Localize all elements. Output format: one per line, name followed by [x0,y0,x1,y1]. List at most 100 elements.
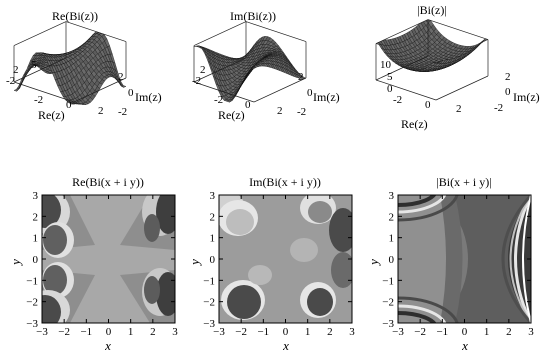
bounding-box-edge [253,77,307,103]
x-tick-label: 1 [128,326,134,338]
bounding-box-edge [193,81,255,103]
y-tick-label: −1 [26,275,38,287]
y-axis-label: y [366,259,381,267]
contour-title: Im(Bi(x + i y)) [249,175,321,189]
surface-plot-abs: |Bi(z)| 10 5 0 -2 0 2 2 0 -2 Re(z) Im(z) [375,3,540,131]
surface-plot-re: Re(Bi(z)) 2 -2 5 -2 0 2 2 0 -2 Re(z) Im(… [6,9,162,122]
y-tick-label: 3 [33,190,39,202]
y-axis-label: Im(z) [313,90,340,104]
bounding-box-edge [427,19,489,40]
x-tick-label: 0 [425,99,431,111]
surface-title: Re(Bi(z)) [52,9,98,23]
contour-plot-abs: |Bi(x + i y)| −3 −2 −1 0 1 2 3 3 2 1 0 −1 −2 −3 x [366,175,534,353]
x-axis-label: Re(z) [401,117,428,131]
x-tick-label: −1 [257,326,269,338]
contour-title: |Bi(x + i y)| [436,175,491,189]
x-axis-label: x [104,338,111,353]
z-tick-label: 5 [31,59,37,71]
y-tick-label: 2 [389,211,395,223]
z-tick-label: 10 [380,59,392,71]
surface-title: |Bi(z)| [417,3,446,17]
contour-axes: −3 −2 −1 0 1 2 3 3 2 1 0 −1 −2 −3 [203,190,355,338]
surface-face [71,103,77,105]
z-tick-label: -2 [192,75,201,87]
contour-regions [42,195,175,323]
surface-mesh [13,21,127,105]
x-tick-label: 2 [456,103,462,115]
surface-face [433,62,439,64]
x-tick-label: 0 [66,99,72,111]
x-tick-label: -2 [214,94,223,106]
bounding-box-edge [13,21,67,46]
y-tick-label: 3 [210,190,216,202]
y-tick-label: 2 [118,71,124,83]
x-tick-label: 3 [172,326,178,338]
x-axis-label: Re(z) [218,108,245,122]
z-tick-label: -2 [6,75,15,87]
y-axis-label: y [8,259,23,267]
x-tick-label: 0 [106,326,112,338]
x-tick-label: 3 [349,326,355,338]
y-tick-label: −2 [203,297,215,309]
bounding-box-edge [375,19,429,44]
x-tick-label: −3 [213,326,225,338]
bounding-box-edge [375,79,437,101]
bounding-box-edge [375,55,429,81]
surface-title: Im(Bi(z)) [230,9,276,23]
bounding-box-edge [245,21,307,42]
y-tick-label: 2 [298,71,304,83]
x-tick-label: 2 [150,326,156,338]
y-tick-label: -2 [297,106,306,118]
y-tick-label: -2 [494,102,503,114]
y-tick-label: 0 [210,254,216,266]
x-tick-label: −3 [36,326,48,338]
y-tick-label: 0 [33,254,39,266]
x-tick-label: −3 [392,326,404,338]
x-tick-label: 1 [305,326,311,338]
x-tick-label: 3 [528,326,534,338]
y-tick-label: −3 [382,318,394,330]
bounding-box-edge [435,75,489,101]
surface-mesh [375,19,489,101]
x-tick-label: -2 [393,94,402,106]
x-tick-label: 0 [283,326,289,338]
z-tick-label: 0 [387,83,393,95]
x-axis-label: x [282,338,289,353]
y-tick-label: 2 [33,211,39,223]
x-tick-label: 2 [327,326,333,338]
x-tick-label: −2 [58,326,70,338]
x-tick-label: −2 [235,326,247,338]
y-tick-label: 0 [128,87,134,99]
bounding-box-edge [73,77,127,103]
x-axis-label: Re(z) [38,108,65,122]
y-tick-label: 1 [389,233,395,245]
y-tick-label: 1 [33,233,39,245]
y-tick-label: −3 [26,318,38,330]
x-tick-label: 2 [277,105,283,117]
y-tick-label: −1 [203,275,215,287]
x-tick-label: 0 [245,99,251,111]
surface-plot-im: Im(Bi(z)) 2 -2 -2 0 2 2 0 -2 Re(z) Im(z) [192,9,340,122]
x-tick-label: −1 [436,326,448,338]
y-tick-label: −3 [203,318,215,330]
y-axis-label: Im(z) [135,90,162,104]
y-tick-label: −1 [382,275,394,287]
y-axis-label: y [187,259,202,267]
x-tick-label: 2 [98,105,104,117]
z-tick-label: 2 [13,64,19,76]
contour-title: Re(Bi(x + i y)) [72,175,144,189]
contour-plot-im: Im(Bi(x + i y)) −3 −2 −1 0 1 2 3 3 2 1 0 −1 −2 −3 x y [187,175,355,353]
z-tick-label: 2 [200,64,206,76]
contour-regions [398,195,531,323]
contour-plot-re: Re(Bi(x + i y)) −3 −2 −1 0 1 2 3 3 2 1 0 −1 −2 −3 x y [8,175,178,353]
x-tick-label: −1 [80,326,92,338]
x-tick-label: 0 [462,326,468,338]
x-tick-label: 1 [484,326,490,338]
x-tick-label: -2 [34,94,43,106]
bounding-box-edge [193,21,247,46]
x-tick-label: −2 [414,326,426,338]
surface-face [251,67,257,70]
bounding-box-edge [193,57,247,83]
y-axis-label: Im(z) [513,90,540,104]
y-tick-label: 0 [505,86,511,98]
